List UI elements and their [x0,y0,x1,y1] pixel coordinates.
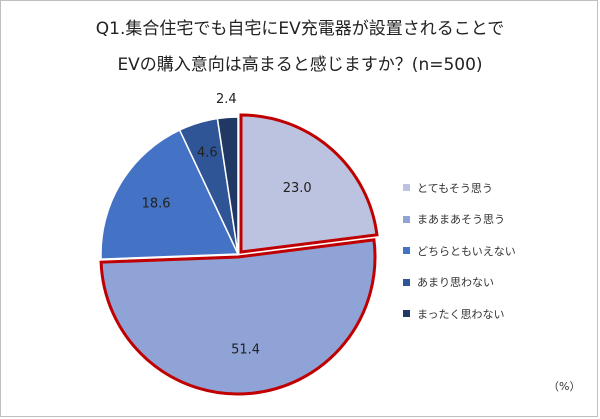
pie-slice-highlight-1 [99,238,377,396]
legend-swatch-2 [403,247,410,255]
legend-swatch-4 [403,310,410,318]
pie-slice-4 [216,116,239,255]
legend-swatch-0 [403,184,410,192]
legend-item-1: まあまあそう思う [403,204,516,236]
legend-item-4: まったく思わない [403,298,516,330]
data-label-4: 2.4 [216,92,237,107]
legend-swatch-1 [403,215,410,223]
data-label-0: 23.0 [283,181,312,196]
pie-slice-1 [100,238,376,395]
legend-swatch-3 [403,278,410,286]
legend-label-1: まあまあそう思う [417,213,505,227]
chart-title-line-1: Q1.集合住宅でも自宅にEV充電器が設置されることで [95,19,505,39]
pie-slice-2 [100,129,240,260]
chart-title-line-2: EVの購入意向は高まると感じますか？(n=500) [117,55,483,75]
pie-slice-highlight-0 [239,113,379,254]
data-label-2: 18.6 [142,197,171,212]
legend-item-0: とてもそう思う [403,172,516,204]
legend-label-3: あまり思わない [417,276,494,290]
legend-label-0: とてもそう思う [417,181,493,195]
legend-item-3: あまり思わない [403,267,516,299]
legend-label-4: まったく思わない [417,307,505,321]
legend: とてもそう思う まあまあそう思う どちらともいえない あまり思わない まったく思… [403,172,516,330]
legend-item-2: どちらともいえない [403,235,516,267]
data-label-1: 51.4 [231,342,260,357]
legend-label-2: どちらともいえない [417,244,516,258]
unit-label: （%） [548,380,581,393]
data-label-3: 4.6 [197,146,218,161]
